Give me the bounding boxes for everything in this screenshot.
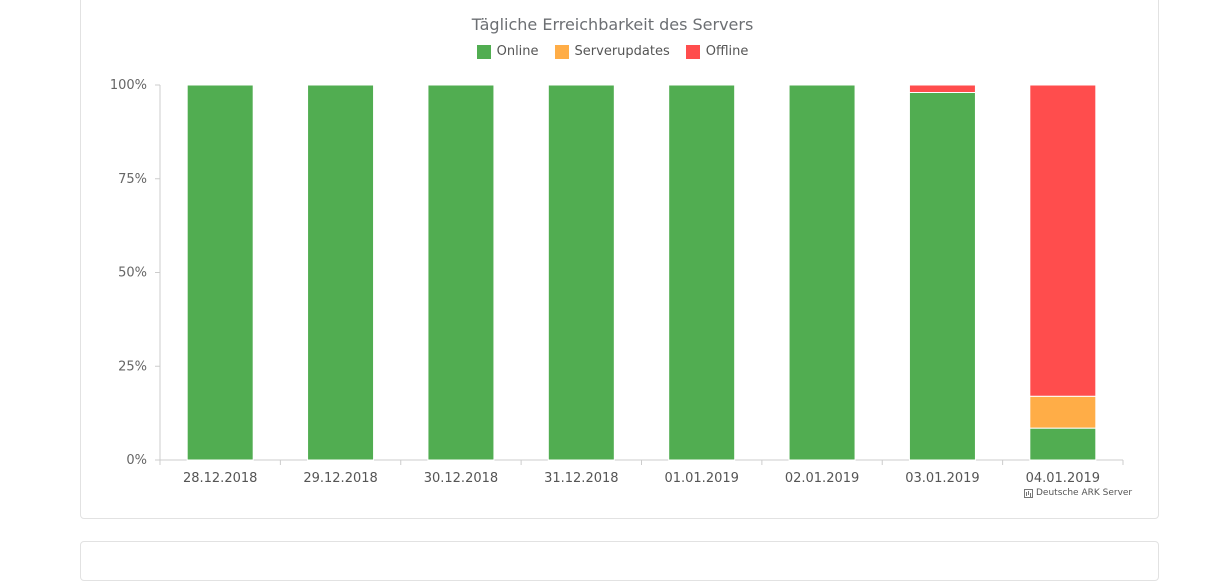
bar-online: [307, 84, 375, 461]
legend-label-online: Online: [496, 44, 539, 59]
legend-item-offline[interactable]: Offline: [685, 44, 749, 59]
legend-label-offline: Offline: [705, 44, 749, 59]
x-tick-label: 03.01.2019: [905, 471, 979, 486]
bar-offline: [908, 84, 976, 93]
y-tick-label: 25%: [118, 359, 147, 374]
chart-title: Tägliche Erreichbarkeit des Servers: [471, 15, 754, 34]
chart-credit-label: Deutsche ARK Server: [1036, 488, 1133, 498]
x-tick-label: 02.01.2019: [785, 471, 859, 486]
x-tick-label: 31.12.2018: [544, 471, 618, 486]
y-tick-label: 50%: [118, 266, 147, 281]
bar-online: [668, 84, 736, 461]
chart-legend: Online Serverupdates Offline: [0, 44, 1225, 59]
bar-online: [908, 92, 976, 461]
legend-item-serverupdates[interactable]: Serverupdates: [554, 44, 670, 59]
x-tick-label: 04.01.2019: [1026, 471, 1100, 486]
chart-credit-icon: [1024, 488, 1033, 498]
bar-online: [547, 84, 615, 461]
legend-swatch-online: [476, 44, 491, 59]
chart-card: [80, 0, 1159, 519]
bar-serverupdates: [1029, 395, 1097, 429]
x-tick-label: 28.12.2018: [183, 471, 257, 486]
chart-credit[interactable]: Deutsche ARK Server: [1024, 488, 1132, 498]
x-tick-label: 01.01.2019: [664, 471, 738, 486]
legend-item-online[interactable]: Online: [476, 44, 539, 59]
bar-online: [186, 84, 254, 461]
x-tick-label: 29.12.2018: [303, 471, 377, 486]
y-tick-label: 100%: [110, 78, 147, 93]
bar-online: [427, 84, 495, 461]
y-tick-label: 0%: [126, 453, 147, 468]
legend-label-serverupdates: Serverupdates: [574, 44, 670, 59]
bar-online: [1029, 427, 1097, 461]
chart-plot: 0% 25% 50% 75% 100% 28.12.2018 29.12.2018 30.12…: [110, 78, 1124, 486]
bar-online: [788, 84, 856, 461]
y-tick-label: 75%: [118, 172, 147, 187]
x-tick-label: 30.12.2018: [424, 471, 498, 486]
bar-offline: [1029, 84, 1097, 397]
legend-swatch-serverupdates: [554, 44, 569, 59]
legend-swatch-offline: [685, 44, 700, 59]
